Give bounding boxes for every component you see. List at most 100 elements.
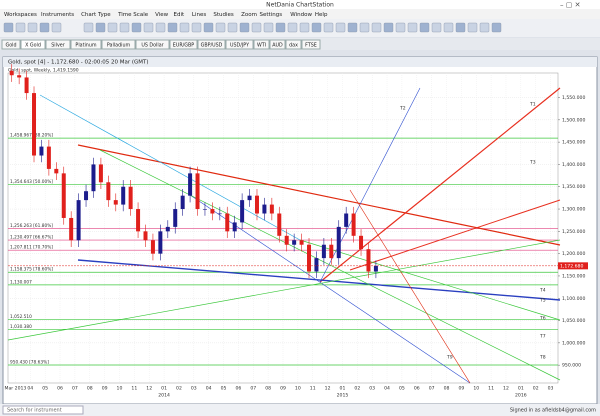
search-placeholder[interactable]: Search for instrument — [7, 408, 62, 414]
x-tick-label: 04 — [384, 386, 390, 392]
tab[interactable] — [20, 39, 46, 50]
trend-line — [39, 94, 301, 241]
toolbar-button[interactable] — [131, 22, 142, 33]
candle-body — [24, 77, 29, 94]
toolbar-button[interactable] — [479, 22, 490, 33]
menu-item[interactable]: Workspaces — [4, 12, 37, 18]
menu-item[interactable]: Edit — [174, 12, 185, 18]
menu-item[interactable]: View — [155, 12, 169, 18]
toolbar-button[interactable] — [443, 22, 454, 33]
toolbar-button[interactable] — [83, 22, 94, 33]
tab-label[interactable]: WTI — [257, 42, 266, 48]
toolbar-button[interactable] — [119, 22, 130, 33]
menu-item[interactable]: Zoom — [241, 12, 257, 18]
candle-body — [284, 235, 289, 245]
toolbar-button[interactable] — [239, 22, 250, 33]
tab-label[interactable]: dax — [289, 42, 298, 48]
toolbar-button[interactable] — [51, 22, 62, 33]
toolbar-button[interactable] — [419, 22, 430, 33]
toolbar-button[interactable] — [371, 22, 382, 33]
toolbar-button[interactable] — [251, 22, 262, 33]
search-box[interactable] — [2, 405, 84, 415]
tab[interactable] — [301, 39, 321, 50]
toolbar-button[interactable] — [15, 22, 26, 33]
tab[interactable] — [197, 39, 226, 50]
trend-line — [349, 189, 471, 384]
y-tick-label: 1,000.000 — [562, 340, 585, 346]
toolbar-button[interactable] — [335, 22, 346, 33]
tab-label[interactable]: GBP/USD — [201, 42, 223, 48]
tab-label[interactable]: AUD — [272, 42, 283, 48]
tab[interactable] — [45, 39, 71, 50]
toolbar-button[interactable] — [407, 22, 418, 33]
tab-label[interactable]: EUR/GBP — [173, 42, 194, 48]
toolbar-button[interactable] — [431, 22, 442, 33]
toolbar-button[interactable] — [311, 22, 322, 33]
menu-item[interactable]: Instruments — [41, 12, 74, 18]
tab[interactable] — [285, 39, 302, 50]
toolbar-button[interactable] — [203, 22, 214, 33]
tab-label[interactable]: Gold — [5, 42, 16, 48]
toolbar-button[interactable] — [191, 22, 202, 33]
menu-item[interactable]: Window — [290, 12, 312, 18]
toolbar-button[interactable] — [299, 22, 310, 33]
tab[interactable] — [135, 39, 170, 50]
menu-item[interactable]: Chart Type — [81, 12, 111, 18]
toolbar-button[interactable] — [383, 22, 394, 33]
trend-line — [77, 259, 561, 301]
candle-body — [113, 200, 118, 205]
toolbar-button[interactable] — [95, 22, 106, 33]
toolbar-button[interactable] — [323, 22, 334, 33]
candle-body — [195, 173, 200, 210]
tab-label[interactable]: Platinum — [75, 42, 96, 48]
toolbar-button[interactable] — [263, 22, 274, 33]
candle-body — [143, 231, 148, 241]
tab-label[interactable]: US Dollar — [141, 42, 163, 48]
tab[interactable] — [1, 39, 21, 50]
toolbar-button[interactable] — [155, 22, 166, 33]
tab[interactable] — [269, 39, 286, 50]
x-tick-label: 02 — [176, 386, 182, 392]
tab[interactable] — [101, 39, 136, 50]
menu-item[interactable]: Settings — [260, 12, 283, 18]
toolbar-button[interactable] — [275, 22, 286, 33]
candle-body — [9, 70, 14, 76]
candle-body — [32, 93, 37, 156]
menu-item[interactable]: Lines — [192, 12, 206, 18]
toolbar-button[interactable] — [107, 22, 118, 33]
toolbar-button[interactable] — [491, 22, 502, 33]
tab-label[interactable]: Silver — [51, 42, 65, 48]
menu-item[interactable]: Time Scale — [117, 12, 149, 18]
toolbar-button[interactable] — [227, 22, 238, 33]
toolbar-button[interactable] — [39, 22, 50, 33]
tab[interactable] — [225, 39, 254, 50]
toolbar-button[interactable] — [167, 22, 178, 33]
tab-label[interactable]: FTSE — [305, 42, 317, 48]
toolbar-button[interactable] — [359, 22, 370, 33]
tab[interactable] — [253, 39, 270, 50]
candle-body — [321, 244, 326, 259]
toolbar-button[interactable] — [27, 22, 38, 33]
tab-label[interactable]: Palladium — [107, 42, 131, 48]
tab[interactable] — [70, 39, 102, 50]
toolbar-button[interactable] — [287, 22, 298, 33]
toolbar-button[interactable] — [455, 22, 466, 33]
x-tick-label: 10 — [473, 386, 479, 392]
tab[interactable] — [169, 39, 198, 50]
x-tick-label: 06 — [57, 386, 63, 392]
toolbar-button[interactable] — [347, 22, 358, 33]
window-controls[interactable]: – ▢ ✕ — [560, 1, 580, 9]
toolbar-button[interactable] — [143, 22, 154, 33]
trend-line-label: T2 — [399, 106, 406, 112]
tab-label[interactable]: USD/JPY — [230, 42, 249, 48]
menu-item[interactable]: Studies — [213, 12, 234, 18]
toolbar-button[interactable] — [395, 22, 406, 33]
toolbar-button[interactable] — [3, 22, 14, 33]
menu-item[interactable]: Help — [315, 12, 328, 18]
toolbar-button[interactable] — [179, 22, 190, 33]
toolbar-button[interactable] — [467, 22, 478, 33]
candle-body — [217, 213, 222, 215]
x-tick-label: 01 — [340, 386, 346, 392]
toolbar-button[interactable] — [215, 22, 226, 33]
tab-label[interactable]: X Gold — [25, 42, 41, 48]
